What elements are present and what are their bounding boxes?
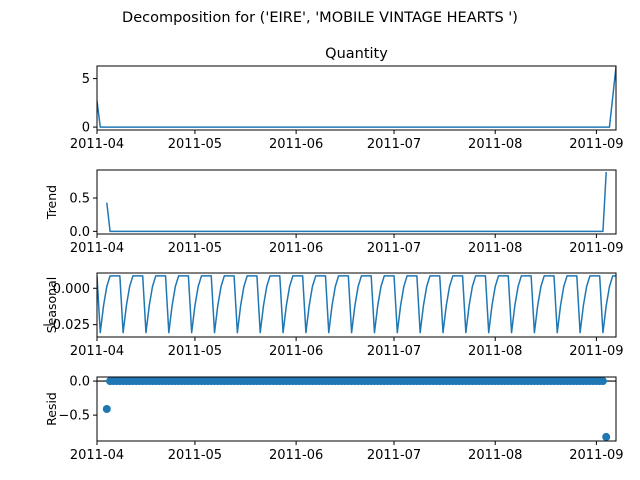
x-tick-label: 2011-06 — [269, 137, 323, 152]
x-tick-label: 2011-04 — [70, 448, 124, 463]
y-tick-label: −0.025 — [42, 318, 90, 333]
y-tick-label: 0.000 — [53, 282, 90, 297]
figure-suptitle: Decomposition for ('EIRE', 'MOBILE VINTA… — [122, 10, 518, 26]
y-tick-label: 0.0 — [69, 375, 90, 390]
x-tick-label: 2011-07 — [367, 241, 421, 256]
panel-data — [97, 275, 616, 334]
axes-frame — [96, 272, 617, 338]
x-tick-label: 2011-04 — [70, 344, 124, 359]
x-tick-label: 2011-08 — [468, 344, 522, 359]
resid-point — [602, 432, 611, 441]
x-tick-label: 2011-05 — [168, 137, 222, 152]
panel-title: Quantity — [325, 46, 388, 62]
x-tick-label: 2011-09 — [569, 137, 623, 152]
x-tick-label: 2011-08 — [468, 241, 522, 256]
axes-frame — [96, 169, 617, 235]
x-tick-label: 2011-04 — [70, 241, 124, 256]
series-line — [106, 171, 607, 233]
y-tick-label: 0.5 — [69, 192, 90, 207]
resid-point — [598, 377, 607, 386]
x-tick-label: 2011-05 — [168, 344, 222, 359]
panel-3: 0.000 −0.025 2011-04 2011-05 2011-06 2011-07 2… — [42, 272, 624, 359]
resid-point — [102, 405, 111, 413]
x-tick-label: 2011-07 — [367, 448, 421, 463]
panel-data — [97, 66, 616, 128]
axes-frame — [96, 65, 617, 131]
y-axis-label: Seasonal — [44, 277, 59, 334]
x-tick-label: 2011-04 — [70, 137, 124, 152]
x-tick-label: 2011-06 — [269, 344, 323, 359]
x-tick-label: 2011-09 — [569, 241, 623, 256]
y-tick-label: −0.5 — [58, 409, 90, 424]
x-tick-label: 2011-09 — [569, 448, 623, 463]
y-axis-label: Resid — [44, 392, 59, 426]
x-tick-label: 2011-08 — [468, 448, 522, 463]
panel-4: 0.0 −0.5 2011-04 2011-05 2011-06 2011-07 2011-… — [44, 375, 624, 463]
axes-frame — [96, 376, 617, 442]
x-tick-label: 2011-09 — [569, 344, 623, 359]
y-tick-label: 0.0 — [69, 225, 90, 240]
x-tick-label: 2011-06 — [269, 241, 323, 256]
x-tick-label: 2011-07 — [367, 344, 421, 359]
x-tick-label: 2011-05 — [168, 448, 222, 463]
panel-1: 0 5 2011-04 2011-05 2011-06 2011-07 2011-08 201… — [70, 46, 624, 152]
y-axis-label: Trend — [44, 185, 59, 220]
series-line — [97, 66, 616, 128]
panel-data — [106, 171, 607, 233]
x-tick-label: 2011-08 — [468, 137, 522, 152]
x-tick-label: 2011-05 — [168, 241, 222, 256]
y-tick-label: 0 — [82, 121, 90, 136]
y-tick-label: 5 — [82, 72, 90, 87]
panel-2: 0.0 0.5 2011-04 2011-05 2011-06 2011-07 2011-0… — [44, 169, 624, 256]
x-tick-label: 2011-07 — [367, 137, 421, 152]
panel-data — [97, 377, 616, 441]
x-tick-label: 2011-06 — [269, 448, 323, 463]
series-line — [97, 275, 616, 334]
